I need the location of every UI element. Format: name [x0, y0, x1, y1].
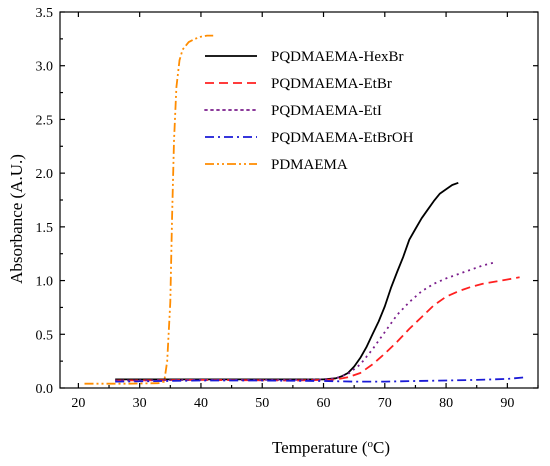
legend-label-4: PDMAEMA [271, 157, 348, 173]
y-tick-label: 0.5 [36, 328, 54, 343]
legend-label-1: PQDMAEMA-EtBr [271, 76, 392, 92]
plot-frame [59, 11, 539, 389]
legend: PQDMAEMA-HexBr PQDMAEMA-EtBr PQDMAEMA-EtI P… [204, 49, 414, 173]
series-line-3 [115, 376, 526, 383]
y-tick-label: 0.0 [36, 382, 54, 397]
x-tick-label: 80 [439, 396, 453, 411]
y-tick-label: 2.0 [36, 167, 54, 182]
legend-label-2: PQDMAEMA-EtI [271, 103, 382, 119]
y-tick-label: 3.5 [36, 6, 54, 21]
x-tick-label: 30 [133, 396, 147, 411]
y-axis-title: Absorbance (A.U.) [7, 154, 26, 284]
x-axis-title-tail: C) [373, 438, 390, 457]
y-tick-label: 1.0 [36, 275, 54, 290]
x-axis-title-sup: o [368, 438, 374, 450]
x-tick-label: 20 [71, 396, 85, 411]
x-tick-label: 50 [255, 396, 269, 411]
x-tick-label: 60 [317, 396, 331, 411]
x-tick-label: 70 [378, 396, 392, 411]
legend-label-0: PQDMAEMA-HexBr [271, 49, 404, 65]
x-axis-title-main: Temperature ( [272, 438, 368, 457]
y-tick-label: 2.5 [36, 113, 54, 128]
series-line-2 [115, 261, 496, 382]
x-axis-title: Temperature (oC) [272, 438, 390, 457]
legend-label-3: PQDMAEMA-EtBrOH [271, 130, 414, 146]
series-line-0 [115, 181, 459, 381]
series-line-4 [84, 34, 214, 385]
series-layer [84, 34, 526, 385]
x-tick-label: 40 [194, 396, 208, 411]
x-tick-label: 90 [500, 396, 514, 411]
axes: 20 30 40 50 60 70 80 90 0.0 0.5 1.0 1.5 2.0 2.5 3.0 3.5 [36, 6, 539, 411]
y-tick-label: 1.5 [36, 221, 54, 236]
y-tick-label: 3.0 [36, 60, 54, 75]
series-line-1 [115, 276, 520, 382]
